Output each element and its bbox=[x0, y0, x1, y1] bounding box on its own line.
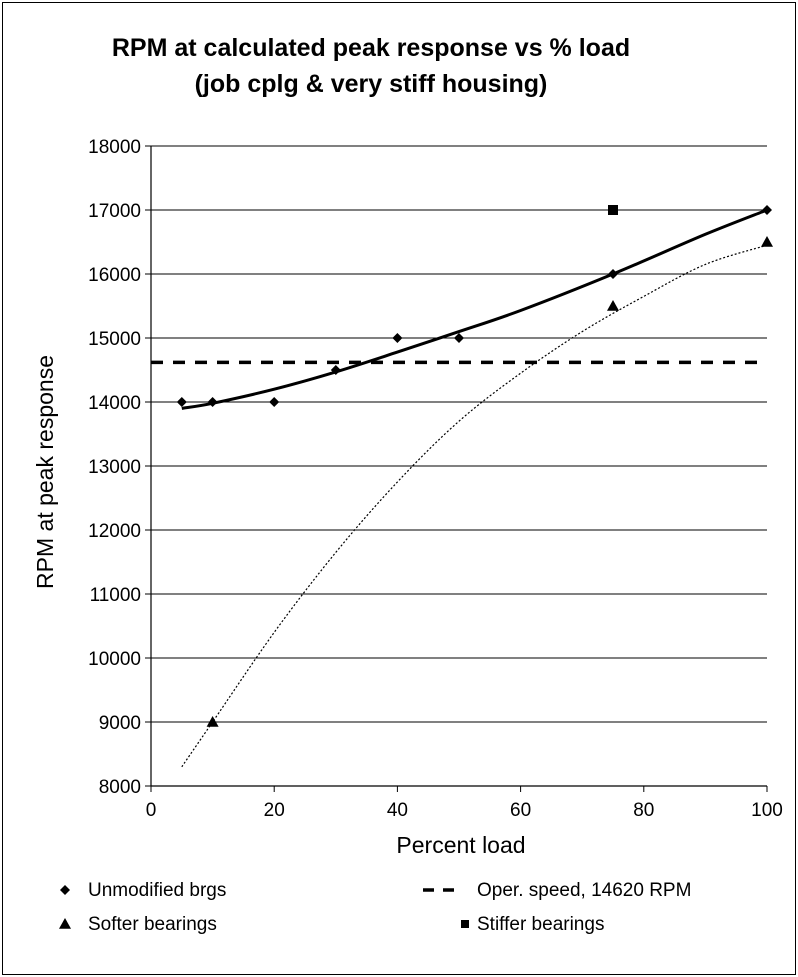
chart-title-line-2: (job cplg & very stiff housing) bbox=[195, 70, 548, 98]
legend-triangle-symbol bbox=[59, 918, 71, 929]
legend-label-softer: Softer bearings bbox=[88, 914, 217, 935]
trendline-unmodified-brgs bbox=[181, 208, 768, 410]
point-unmodified-10 bbox=[207, 397, 218, 407]
point-unmodified-30 bbox=[330, 365, 341, 375]
x-axis-title: Percent load bbox=[396, 832, 525, 858]
x-tick-label-40: 40 bbox=[387, 800, 408, 821]
chart-title: RPM at calculated peak response vs % loa… bbox=[112, 34, 630, 98]
legend-square-symbol bbox=[461, 920, 469, 928]
point-unmodified-75 bbox=[608, 269, 618, 279]
y-axis-title: RPM at peak response bbox=[32, 355, 58, 589]
axes bbox=[145, 145, 768, 792]
point-unmodified-40 bbox=[392, 333, 403, 343]
legend-label-oper-speed: Oper. speed, 14620 RPM bbox=[477, 880, 691, 901]
point-unmodified-50 bbox=[454, 333, 464, 343]
point-softer-75 bbox=[607, 300, 619, 311]
y-tick-label-18000: 18000 bbox=[88, 137, 141, 158]
y-tick-label-12000: 12000 bbox=[88, 521, 141, 542]
x-tick-label-100: 100 bbox=[751, 800, 783, 821]
legend-item-softer: Softer bearings bbox=[59, 914, 217, 935]
y-tick-label-11000: 11000 bbox=[90, 585, 141, 606]
y-tick-label-15000: 15000 bbox=[88, 329, 141, 350]
y-tick-label-9000: 9000 bbox=[99, 713, 141, 734]
legend-item-unmodified: Unmodified brgs bbox=[60, 880, 226, 901]
y-tick-labels: 8000 9000 10000 11000 12000 13000 14000 15000 16… bbox=[88, 137, 141, 798]
legend-triangle-marker bbox=[59, 918, 71, 929]
y-tick-label-16000: 16000 bbox=[88, 265, 141, 286]
y-tick-label-17000: 17000 bbox=[88, 201, 141, 222]
y-tick-label-10000: 10000 bbox=[88, 649, 141, 670]
point-softer-100 bbox=[761, 236, 773, 247]
series-markers bbox=[176, 205, 773, 727]
legend: Unmodified brgs Oper. speed, 14620 RPM S… bbox=[59, 880, 691, 935]
legend-item-oper-speed: Oper. speed, 14620 RPM bbox=[423, 880, 691, 901]
point-unmodified-100 bbox=[762, 205, 772, 215]
x-tick-label-60: 60 bbox=[510, 800, 531, 821]
y-tick-label-13000: 13000 bbox=[88, 457, 141, 478]
point-unmodified-5 bbox=[176, 397, 187, 407]
point-softer-10 bbox=[206, 716, 219, 727]
gridlines bbox=[151, 145, 767, 723]
legend-item-stiffer: Stiffer bearings bbox=[461, 914, 604, 935]
trendline-softer-bearings bbox=[181, 244, 768, 768]
y-tick-label-14000: 14000 bbox=[88, 393, 141, 414]
y-tick-label-8000: 8000 bbox=[99, 777, 141, 798]
x-tick-label-0: 0 bbox=[146, 800, 157, 821]
chart-svg: RPM at calculated peak response vs % loa… bbox=[32, 34, 783, 935]
legend-diamond-marker bbox=[60, 885, 70, 895]
series-lines bbox=[151, 208, 768, 768]
x-tick-label-20: 20 bbox=[264, 800, 285, 821]
x-tick-labels: 0 20 40 60 80 100 bbox=[146, 800, 783, 821]
legend-label-unmodified: Unmodified brgs bbox=[88, 880, 226, 901]
x-tick-label-80: 80 bbox=[633, 800, 654, 821]
point-unmodified-20 bbox=[269, 397, 280, 407]
chart-title-line-1: RPM at calculated peak response vs % loa… bbox=[112, 34, 630, 62]
legend-label-stiffer: Stiffer bearings bbox=[477, 914, 604, 935]
legend-diamond-symbol bbox=[60, 885, 70, 895]
point-stiffer-75 bbox=[608, 205, 618, 215]
legend-square-marker bbox=[461, 920, 469, 928]
